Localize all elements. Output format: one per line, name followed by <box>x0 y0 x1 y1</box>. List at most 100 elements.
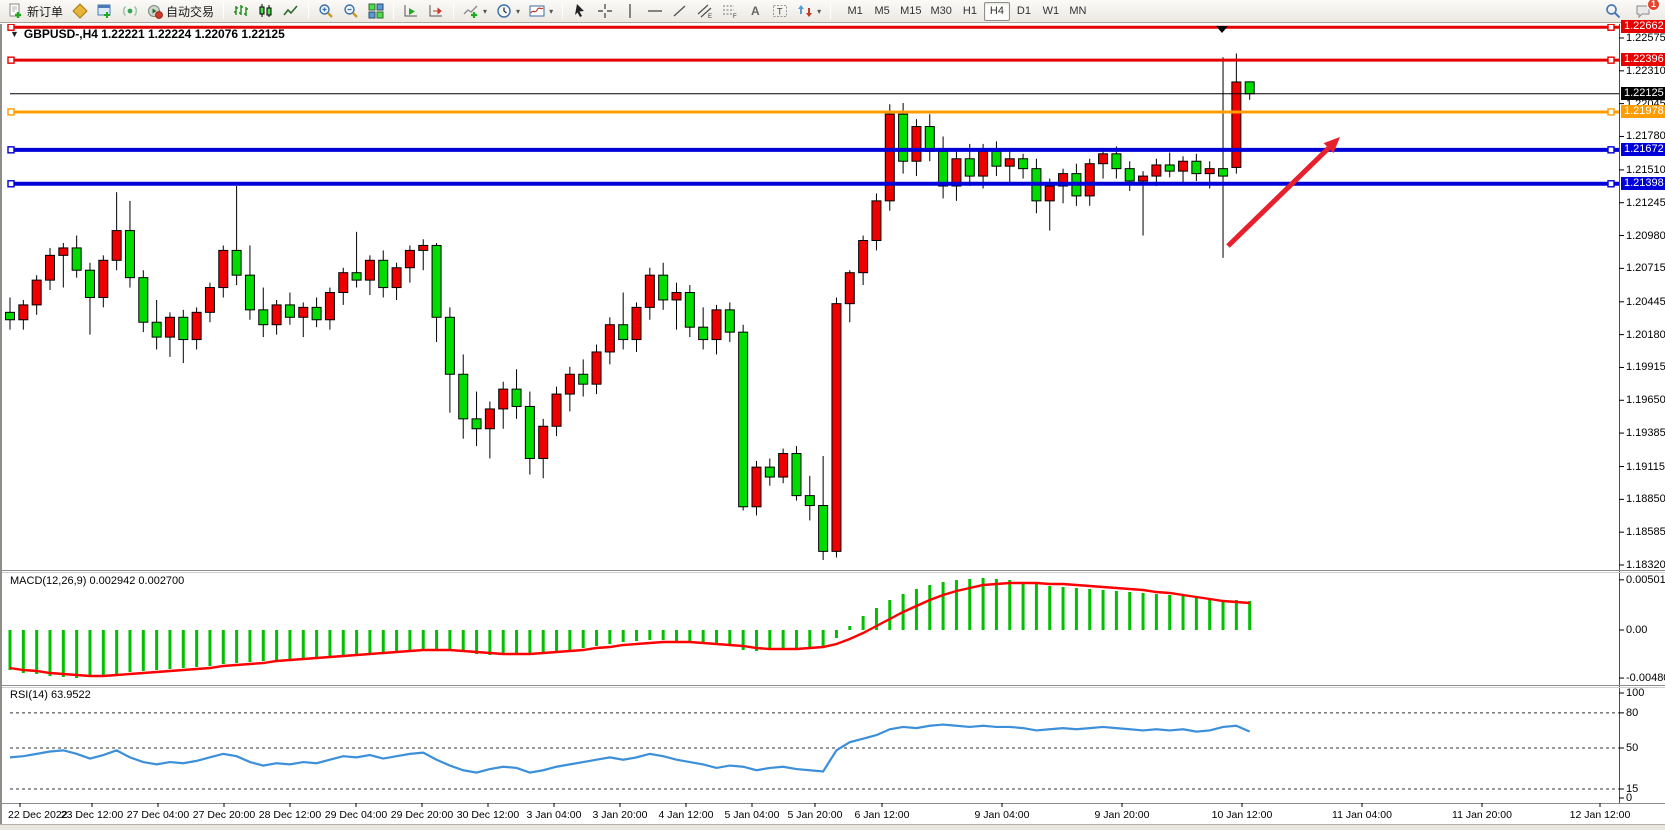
timeframe-m30-button[interactable]: M30 <box>930 5 952 17</box>
time-axis-label: 27 Dec 20:00 <box>192 809 256 821</box>
vertical-line-button[interactable] <box>618 1 642 22</box>
market-watch-icon <box>72 3 88 19</box>
candle-body <box>338 272 349 294</box>
candle-body <box>978 150 989 177</box>
indicators-icon <box>463 3 479 19</box>
candle-body <box>124 230 135 279</box>
level-handle-left[interactable] <box>7 146 15 154</box>
macd-indicator-label: MACD(12,26,9) 0.002942 0.002700 <box>10 575 185 587</box>
price-level-badge: 1.21672 <box>1621 142 1665 156</box>
collapse-chart-icon[interactable]: ▼ <box>10 29 19 39</box>
candle-body <box>644 274 655 308</box>
auto-scroll-button[interactable] <box>399 1 423 22</box>
candle-body <box>938 150 949 187</box>
new-order-label: 新订单 <box>27 4 64 19</box>
price-axis-label: 1.22310 <box>1626 64 1665 77</box>
crosshair-button[interactable] <box>593 1 617 22</box>
chevron-down-icon[interactable]: ▾ <box>817 6 822 16</box>
candle-body <box>1058 173 1069 187</box>
zoom-in-button[interactable] <box>314 1 338 22</box>
rsi-axis-label: 50 <box>1626 742 1639 754</box>
price-level-badge: 1.22396 <box>1621 53 1665 67</box>
candle-body <box>698 326 709 341</box>
timeframe-w1-button[interactable]: W1 <box>1042 5 1060 17</box>
candle-body <box>1151 164 1162 177</box>
toolbar-separator <box>830 3 832 19</box>
vline-icon <box>622 3 638 19</box>
level-handle-left[interactable] <box>7 180 15 188</box>
timeframe-m1-button[interactable]: M1 <box>847 5 863 17</box>
auto-trading-button[interactable]: 自动交易 <box>143 1 218 22</box>
candle-body <box>284 304 295 318</box>
candle-body <box>231 249 242 276</box>
chart-shift-marker[interactable] <box>1216 26 1228 33</box>
candle-body <box>844 272 855 305</box>
timeframe-h4-button[interactable]: H4 <box>983 1 1010 21</box>
candle-body <box>791 453 802 497</box>
chevron-down-icon[interactable]: ▾ <box>549 6 554 16</box>
level-handle-left[interactable] <box>7 108 15 116</box>
line-chart-icon <box>283 3 299 19</box>
horizontal-line-button[interactable] <box>643 1 667 22</box>
svg-text:T: T <box>777 7 783 17</box>
timeframe-m5-button[interactable]: M5 <box>874 5 890 17</box>
fibonacci-button[interactable]: F <box>718 1 742 22</box>
level-handle-right[interactable] <box>1607 108 1615 116</box>
level-handle-left[interactable] <box>7 56 15 64</box>
templates-button[interactable]: ▾ <box>525 1 557 22</box>
indicators-button[interactable]: ▾ <box>459 1 491 22</box>
level-handle-right[interactable] <box>1607 146 1615 154</box>
macd-pane-divider[interactable] <box>2 570 1665 571</box>
trend-arrow-head[interactable] <box>1323 137 1340 154</box>
candle-body <box>511 388 522 407</box>
time-axis-label: 11 Jan 04:00 <box>1332 809 1392 821</box>
line-chart-button[interactable] <box>279 1 303 22</box>
timeframe-mn-button[interactable]: MN <box>1069 5 1087 17</box>
candle-chart-button[interactable] <box>254 1 278 22</box>
chevron-down-icon[interactable]: ▾ <box>516 6 521 16</box>
rsi-pane-divider[interactable] <box>2 685 1665 686</box>
time-axis-label: 22 Dec 2022 <box>8 809 68 821</box>
timeframe-m15-button[interactable]: M15 <box>900 5 922 17</box>
price-axis-label: 1.19650 <box>1626 394 1665 407</box>
tile-windows-button[interactable] <box>364 1 388 22</box>
rsi-axis-label: 15 <box>1626 782 1639 795</box>
level-handle-right[interactable] <box>1607 180 1615 188</box>
price-axis-label: 1.20715 <box>1626 262 1665 275</box>
chevron-down-icon[interactable]: ▾ <box>483 6 488 16</box>
channel-button[interactable]: E <box>693 1 717 22</box>
zoom-out-button[interactable] <box>339 1 363 22</box>
candle-body <box>1231 81 1242 168</box>
shapes-button[interactable]: ▾ <box>793 1 825 22</box>
candle-body <box>151 321 162 338</box>
candle-body <box>578 373 589 385</box>
chart-shift-button[interactable] <box>424 1 448 22</box>
level-handle-right[interactable] <box>1607 24 1615 31</box>
trendline-button[interactable] <box>668 1 692 22</box>
new-order-button[interactable]: 新订单 <box>4 1 67 22</box>
bar-chart-button[interactable] <box>229 1 253 22</box>
periods-button[interactable]: ▾ <box>492 1 524 22</box>
search-button[interactable] <box>1601 1 1625 22</box>
level-handle-right[interactable] <box>1607 56 1615 64</box>
text-button[interactable]: A <box>743 1 767 22</box>
candle-body <box>1124 168 1135 182</box>
chart-canvas[interactable] <box>2 24 1665 830</box>
new-chart-button[interactable] <box>93 1 117 22</box>
text-label-button[interactable]: T <box>768 1 792 22</box>
time-axis-label: 29 Dec 04:00 <box>324 809 388 821</box>
candle-body <box>1111 153 1122 170</box>
cursor-button[interactable] <box>568 1 592 22</box>
price-axis-label: 1.18320 <box>1626 558 1665 571</box>
price-axis-label: 1.20445 <box>1626 295 1665 308</box>
level-handle-left[interactable] <box>7 24 15 31</box>
signals-button[interactable] <box>118 1 142 22</box>
timeframe-d1-button[interactable]: D1 <box>1016 5 1031 17</box>
trend-arrow[interactable] <box>1226 146 1331 248</box>
market-watch-button[interactable] <box>68 1 92 22</box>
candle-body <box>658 274 669 301</box>
notifications-button[interactable]: 1 <box>1631 0 1660 22</box>
timeframe-h1-button[interactable]: H1 <box>962 5 977 17</box>
toolbar-right-icons: 1 <box>1601 0 1661 22</box>
candle-body <box>404 249 415 269</box>
